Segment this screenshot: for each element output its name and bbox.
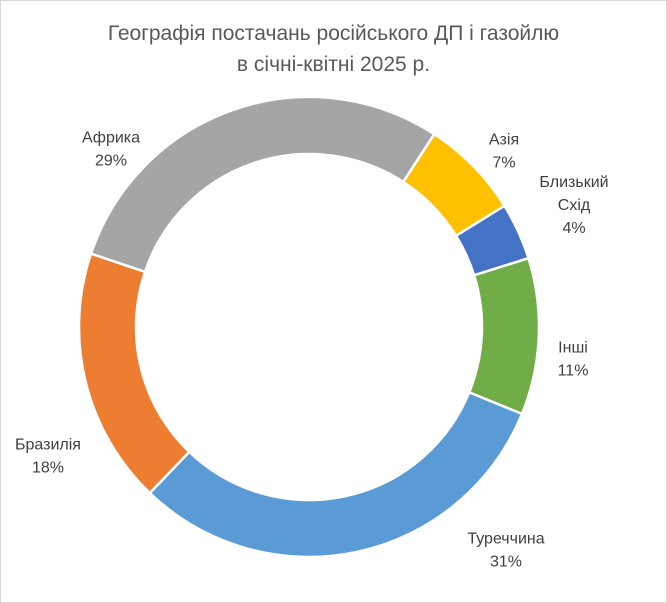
slice-name-label: Бразилія bbox=[15, 437, 81, 454]
slice-percent-label: 4% bbox=[562, 220, 585, 237]
donut-slice-4 bbox=[148, 390, 524, 559]
donut-slice-3 bbox=[467, 256, 541, 416]
slice-name-label: Схід bbox=[558, 197, 591, 214]
slice-percent-label: 7% bbox=[492, 155, 515, 172]
donut-slice-5 bbox=[77, 252, 192, 495]
chart-title-line-1: Географія постачань російського ДП і газ… bbox=[107, 22, 560, 45]
slice-percent-label: 18% bbox=[32, 460, 64, 477]
chart-title-line-2: в січні-квітні 2025 р. bbox=[236, 53, 431, 76]
slice-name-label: Близький bbox=[539, 174, 608, 191]
slice-percent-label: 31% bbox=[490, 554, 522, 571]
slice-percent-label: 29% bbox=[95, 153, 127, 170]
slice-name-label: Африка bbox=[82, 130, 140, 147]
slice-name-label: Інші bbox=[558, 340, 588, 357]
slice-name-label: Туреччина bbox=[467, 531, 544, 548]
chart-title: Географія постачань російського ДП і газ… bbox=[0, 18, 667, 80]
slice-name-label: Азія bbox=[489, 132, 519, 149]
slice-percent-label: 11% bbox=[558, 363, 589, 380]
donut-slice-6 bbox=[89, 95, 436, 274]
